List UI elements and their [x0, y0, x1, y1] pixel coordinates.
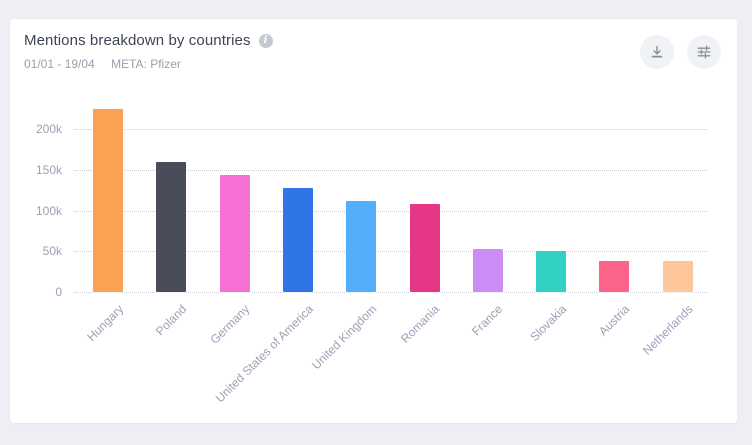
bar-austria[interactable] — [599, 261, 630, 292]
bar-france[interactable] — [472, 249, 503, 292]
bar-slovakia[interactable] — [536, 251, 567, 292]
bar-chart: 0 50k 100k 150k 200k Hungary Poland Germany Unit… — [10, 99, 737, 424]
gridline-0 — [74, 292, 707, 293]
y-axis-tick-0: 0 — [55, 285, 62, 299]
settings-button[interactable] — [687, 35, 721, 69]
bar-hungary[interactable] — [93, 109, 123, 292]
meta-label: META: Pfizer — [111, 57, 181, 71]
y-axis-tick-150k: 150k — [35, 162, 62, 177]
x-axis-label-germany: Germany — [207, 302, 253, 347]
page-title: Mentions breakdown by countries — [24, 32, 251, 49]
x-axis-label-united-kingdom: United Kingdom — [308, 302, 380, 373]
x-axis-label-poland: Poland — [152, 302, 190, 339]
x-axis-label-hungary: Hungary — [83, 302, 126, 344]
chart-subtitle: 01/01 - 19/04 META: Pfizer — [24, 57, 273, 71]
download-icon — [651, 45, 663, 58]
gridline-100k — [74, 210, 707, 212]
y-axis-tick-100k: 100k — [35, 203, 62, 218]
bar-united-kingdom[interactable] — [346, 201, 377, 292]
mentions-breakdown-card: Mentions breakdown by countries i 01/01 … — [10, 19, 737, 423]
bar-romania[interactable] — [409, 204, 440, 292]
bar-netherlands[interactable] — [662, 261, 693, 292]
x-axis-label-romania: Romania — [398, 302, 443, 346]
y-axis-tick-50k: 50k — [42, 244, 62, 259]
gridline-50k — [74, 251, 707, 253]
x-axis-label-slovakia: Slovakia — [527, 302, 570, 344]
gridline-200k — [74, 129, 707, 130]
bar-united-states-of-america[interactable] — [282, 188, 313, 292]
bar-germany[interactable] — [219, 175, 250, 292]
header-actions — [627, 35, 721, 69]
date-range-label: 01/01 - 19/04 — [24, 57, 95, 71]
bar-poland[interactable] — [156, 162, 187, 292]
x-axis-label-austria: Austria — [595, 302, 633, 339]
x-axis-label-france: France — [469, 302, 506, 339]
sliders-icon — [697, 45, 711, 59]
gridline-150k — [74, 169, 707, 171]
y-axis-tick-200k: 200k — [35, 122, 62, 136]
header-text-block: Mentions breakdown by countries i 01/01 … — [24, 32, 273, 71]
download-button[interactable] — [640, 35, 674, 69]
x-axis-label-netherlands: Netherlands — [639, 302, 696, 358]
card-header: Mentions breakdown by countries i 01/01 … — [10, 19, 737, 71]
info-icon[interactable]: i — [258, 33, 273, 48]
